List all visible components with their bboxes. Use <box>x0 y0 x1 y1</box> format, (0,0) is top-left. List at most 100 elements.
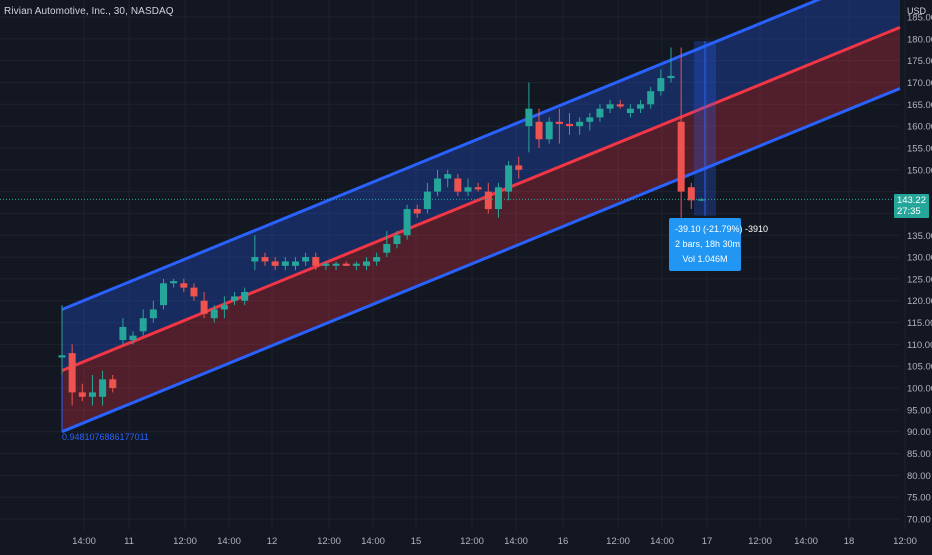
candle-body <box>535 121 543 140</box>
measure-tooltip: -39.10 (-21.79%) -3910 2 bars, 18h 30m V… <box>669 218 768 271</box>
symbol-legend[interactable]: Rivian Automotive, Inc., 30, NASDAQ <box>4 6 174 17</box>
candles <box>58 47 705 406</box>
candle <box>180 278 188 293</box>
price-axis: 70.00 75.00 80.00 85.00 90.00 95.00 100.00 105.… <box>907 13 932 526</box>
price-tick-label: 155.00 <box>907 143 932 154</box>
candle <box>281 257 289 271</box>
candle-body <box>596 108 604 118</box>
candle-body <box>210 309 218 319</box>
candle <box>647 86 655 109</box>
candle <box>566 113 573 135</box>
candle-body <box>545 121 553 140</box>
candle <box>363 257 370 271</box>
candle <box>637 99 645 114</box>
measure-bars: 2 bars, 18h 30m <box>675 239 741 249</box>
candle <box>109 374 117 393</box>
last-price-value: 143.22 <box>896 195 926 206</box>
candle-body <box>505 165 513 192</box>
candle <box>454 174 462 196</box>
price-tick-label: 115.00 <box>907 318 932 329</box>
time-tick-label: 14:00 <box>794 536 818 547</box>
candle-body <box>474 187 482 190</box>
candle-body <box>119 326 127 341</box>
price-tick-label: 80.00 <box>907 471 931 482</box>
time-tick-label: 12:00 <box>317 536 341 547</box>
candle-body <box>251 257 259 262</box>
candle <box>596 104 604 122</box>
time-tick-label: 12:00 <box>748 536 772 547</box>
price-tick-label: 90.00 <box>907 427 931 438</box>
candle <box>697 198 705 202</box>
price-tick-label: 95.00 <box>907 405 931 416</box>
price-tick-label: 70.00 <box>907 515 931 526</box>
candle-body <box>626 108 634 114</box>
price-tick-label: 125.00 <box>907 274 932 285</box>
candle-body <box>494 187 502 210</box>
price-tick-label: 110.00 <box>907 340 932 351</box>
candle-body <box>180 283 188 288</box>
candle-body <box>139 318 147 332</box>
candle <box>413 204 421 218</box>
candle-body <box>373 257 381 262</box>
candle-body <box>423 191 431 210</box>
candle-body <box>616 104 624 107</box>
candle <box>88 374 96 406</box>
bar-countdown: 27:35 <box>896 206 921 217</box>
candle-body <box>342 263 350 266</box>
price-tick-label: 100.00 <box>907 384 932 395</box>
candle <box>494 182 502 218</box>
price-tick-label: 120.00 <box>907 296 932 307</box>
candle-body <box>586 117 594 122</box>
candle-body <box>302 257 310 262</box>
candle-body <box>647 91 655 105</box>
time-axis: 14:00 11 12:00 14:00 12 12:00 14:00 15 12:00 14:0… <box>72 536 917 547</box>
candle <box>576 117 584 135</box>
currency-label: USD <box>906 6 926 16</box>
candle <box>99 370 107 406</box>
time-tick-label: 18 <box>844 536 855 547</box>
price-tick-label: 165.00 <box>907 100 932 111</box>
channel-upper-fill <box>62 0 900 371</box>
candle <box>484 182 492 214</box>
candle-body <box>231 296 239 301</box>
candle <box>322 261 330 271</box>
candle <box>312 252 320 271</box>
price-tick-label: 85.00 <box>907 449 931 460</box>
candle-body <box>697 199 705 201</box>
price-tick-label: 170.00 <box>907 78 932 89</box>
candle <box>393 230 401 249</box>
candle <box>271 257 279 271</box>
last-price-tag: 143.22 27:35 <box>893 194 929 218</box>
candle <box>291 257 299 271</box>
time-tick-label: 14:00 <box>217 536 241 547</box>
candle-body <box>312 257 320 266</box>
time-tick-label: 14:00 <box>72 536 96 547</box>
time-tick-label: 15 <box>411 536 422 547</box>
candle-body <box>606 104 614 109</box>
candle <box>251 235 259 271</box>
candle-body <box>667 75 675 79</box>
candle <box>119 318 127 345</box>
candle <box>220 296 228 319</box>
candle <box>474 182 482 192</box>
candle <box>677 47 685 218</box>
time-tick-label: 14:00 <box>504 536 528 547</box>
candle-body <box>444 174 452 179</box>
candle <box>423 182 431 214</box>
candle <box>555 108 563 144</box>
candle-body <box>413 209 421 214</box>
candle-body <box>363 261 370 266</box>
candle-body <box>383 243 391 253</box>
candle-body <box>515 165 523 170</box>
candle-body <box>434 178 442 192</box>
candle <box>657 69 665 96</box>
candle-body <box>576 121 584 127</box>
price-tick-label: 135.00 <box>907 231 932 242</box>
time-tick-label: 12:00 <box>606 536 630 547</box>
price-tick-label: 160.00 <box>907 122 932 133</box>
time-tick-label: 17 <box>702 536 713 547</box>
candle <box>373 252 381 266</box>
candle <box>261 252 269 266</box>
